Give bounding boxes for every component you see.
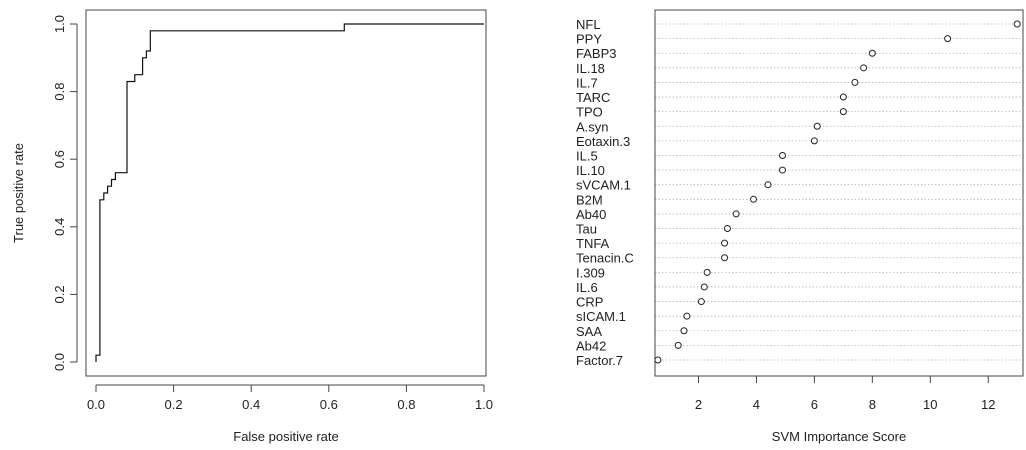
importance-x-tick-label: 10 [923,397,937,412]
variable-label: IL.10 [576,163,605,178]
variable-label: SAA [576,324,602,339]
importance-point [654,356,662,364]
variable-label: IL.6 [576,280,598,295]
roc-plot-frame [85,9,487,377]
variable-label: CRP [576,295,603,310]
variable-label: Factor.7 [576,353,623,368]
importance-point [680,327,688,335]
importance-x-tick-label: 12 [981,397,995,412]
variable-label: Tau [576,222,597,237]
variable-label: sICAM.1 [576,309,626,324]
variable-label: TPO [576,105,603,120]
importance-point [944,35,952,43]
roc-y-tick-label: 0.4 [52,218,67,236]
roc-curve [95,23,484,362]
variable-label: Ab42 [576,338,606,353]
importance-x-axis-title: SVM Importance Score [772,429,906,444]
variable-label: Eotaxin.3 [576,134,630,149]
importance-x-tick-label: 8 [869,397,876,412]
roc-x-tick-label: 1.0 [475,397,493,412]
roc-y-tick-label: 0.0 [52,353,67,371]
importance-point [700,283,708,291]
importance-point [764,181,772,189]
importance-point [732,210,740,218]
importance-point [839,93,847,101]
roc-y-tick-label: 0.8 [52,83,67,101]
importance-chart: NFLPPYFABP3IL.18IL.7TARCTPOA.synEotaxin.… [576,9,1024,444]
importance-plot-frame [654,9,1024,377]
importance-point [839,108,847,116]
roc-x-tick-label: 0.0 [87,397,105,412]
roc-y-axis: 0.0 0.2 0.4 0.6 0.8 1.0 [52,15,78,371]
importance-gridlines [655,23,1023,361]
roc-y-tick-label: 1.0 [52,15,67,33]
variable-label: IL.7 [576,75,598,90]
importance-x-tick-label: 4 [753,397,760,412]
importance-point [860,64,868,72]
roc-chart: 0.0 0.2 0.4 0.6 0.8 1.0 0.0 0.2 0.4 0.6 0.8 1.0 Fa… [11,9,493,444]
variable-label: sVCAM.1 [576,178,631,193]
variable-label: FABP3 [576,46,616,61]
importance-point [683,312,691,320]
importance-x-tick-label: 2 [695,397,702,412]
variable-label: NFL [576,17,601,32]
roc-x-tick-label: 0.8 [397,397,415,412]
variable-label: TARC [576,90,610,105]
importance-point [721,254,729,262]
importance-point [703,268,711,276]
variable-label: I.309 [576,265,605,280]
importance-point [674,341,682,349]
variable-label: Tenacin.C [576,251,634,266]
importance-point [750,195,758,203]
roc-x-axis: 0.0 0.2 0.4 0.6 0.8 1.0 [87,384,493,412]
importance-point [813,122,821,130]
importance-point [1013,20,1021,28]
importance-point [697,298,705,306]
importance-point [868,49,876,57]
roc-y-axis-title: True positive rate [11,143,26,243]
variable-label: B2M [576,192,603,207]
variable-label: PPY [576,32,602,47]
roc-y-tick-label: 0.2 [52,285,67,303]
variable-label: TNFA [576,236,610,251]
roc-y-tick-label: 0.6 [52,150,67,168]
roc-x-axis-title: False positive rate [233,429,339,444]
roc-x-tick-label: 0.6 [320,397,338,412]
importance-variable-labels: NFLPPYFABP3IL.18IL.7TARCTPOA.synEotaxin.… [576,17,634,368]
importance-point [721,239,729,247]
variable-label: IL.5 [576,148,598,163]
importance-points [654,20,1021,364]
roc-x-tick-label: 0.4 [242,397,260,412]
importance-point [778,151,786,159]
variable-label: A.syn [576,119,609,134]
importance-point [723,225,731,233]
variable-label: Ab40 [576,207,606,222]
importance-point [851,78,859,86]
importance-point [810,137,818,145]
importance-x-tick-label: 6 [811,397,818,412]
importance-x-axis: 2 4 6 8 10 12 [695,375,995,412]
importance-point [778,166,786,174]
roc-x-tick-label: 0.2 [165,397,183,412]
variable-label: IL.18 [576,61,605,76]
